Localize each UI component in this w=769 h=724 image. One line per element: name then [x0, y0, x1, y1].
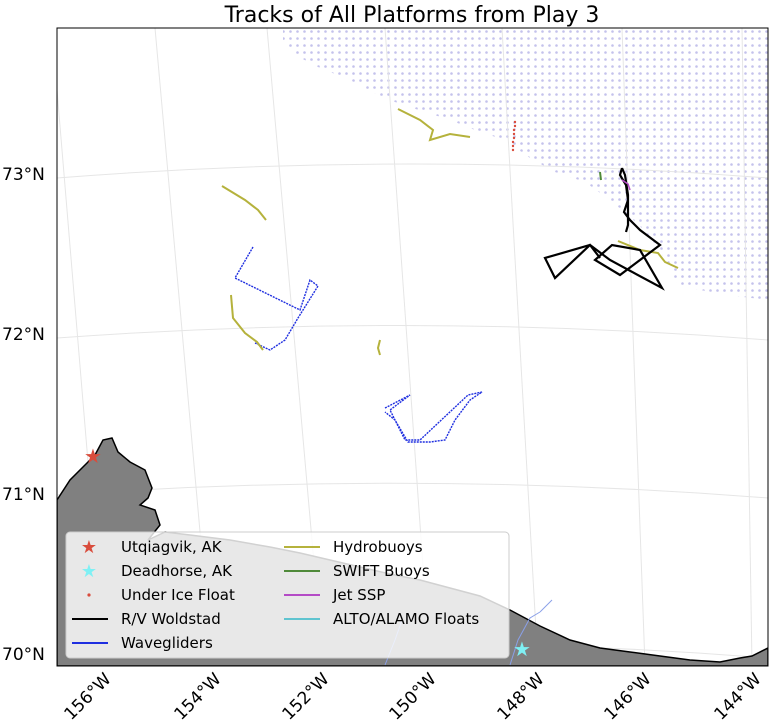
legend-float-marker	[87, 593, 91, 597]
legend-utqiagvik-marker: ★	[81, 537, 97, 558]
legend-label-float: Under Ice Float	[121, 586, 235, 604]
waveglider-tracks	[234, 246, 483, 443]
legend-label-deadhorse: Deadhorse, AK	[121, 562, 233, 580]
under-ice-float	[511, 120, 517, 152]
sea-ice-region	[283, 28, 768, 300]
lon-tick-label: 152°W	[279, 669, 334, 724]
swift-buoy-track	[599, 171, 602, 181]
lat-tick-label: 73°N	[2, 165, 45, 185]
lon-tick-label: 150°W	[386, 669, 441, 724]
legend: ★ Utqiagvik, AK ★ Deadhorse, AK Under Ic…	[65, 531, 510, 659]
lon-tick-label: 156°W	[61, 669, 116, 724]
hydrobuoy-tracks	[221, 108, 679, 356]
lon-tick-label: 154°W	[171, 669, 226, 724]
woldstad-track	[543, 167, 665, 291]
graticule	[57, 28, 768, 666]
legend-label-swift: SWIFT Buoys	[333, 562, 430, 580]
legend-label-waveglider: Wavegliders	[121, 634, 213, 652]
legend-label-woldstad: R/V Woldstad	[121, 610, 221, 628]
legend-label-jetssp: Jet SSP	[332, 586, 385, 604]
legend-label-alto: ALTO/ALAMO Floats	[333, 610, 479, 628]
lon-tick-label: 148°W	[494, 669, 549, 724]
legend-label-hydrobuoy: Hydrobuoys	[333, 538, 423, 556]
lon-tick-label: 146°W	[601, 669, 656, 724]
lat-tick-label: 71°N	[2, 485, 45, 505]
axes-frame	[56, 27, 769, 667]
lon-tick-label: 144°W	[711, 669, 766, 724]
jet-ssp-track	[621, 179, 631, 191]
deadhorse-star: ★	[513, 637, 531, 661]
lat-tick-label: 70°N	[2, 645, 45, 665]
legend-deadhorse-marker: ★	[81, 561, 97, 582]
legend-label-utqiagvik: Utqiagvik, AK	[121, 538, 223, 556]
lat-tick-label: 72°N	[2, 325, 45, 345]
chart-title: Tracks of All Platforms from Play 3	[224, 3, 600, 28]
utqiagvik-star: ★	[84, 444, 102, 468]
